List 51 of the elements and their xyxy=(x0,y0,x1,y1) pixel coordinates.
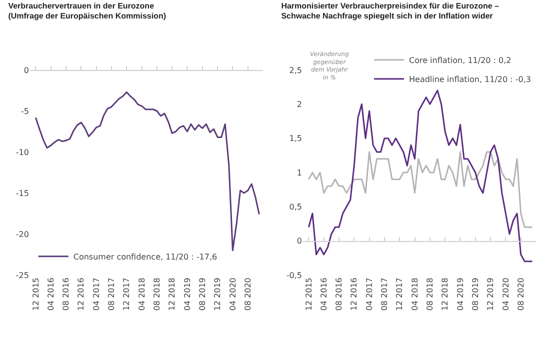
legend-label: Core inflation, 11/20 : 0,2 xyxy=(409,56,512,66)
x-tick-label: 04 2017 xyxy=(92,278,101,311)
chart-title: Harmonisierter Verbraucherpreisindex für die Eurozone – Schwache Nachfrage spiegelt sich in der Inflation wider xyxy=(281,1,500,21)
line-series xyxy=(308,90,533,262)
y-tick-label: -5 xyxy=(21,106,29,116)
x-tick-label: 04 2017 xyxy=(364,278,374,311)
legend-label: Headline inflation, 11/20 : -0,3 xyxy=(409,75,531,84)
y-tick-label: -15 xyxy=(16,188,29,198)
y-tick-label: -25 xyxy=(16,270,29,280)
line-series xyxy=(308,151,533,228)
legend-label: Consumer confidence, 11/20 : -17,6 xyxy=(73,252,218,262)
x-tick-label: 04 2018 xyxy=(137,278,146,311)
y-tick-label: -10 xyxy=(16,148,29,157)
y-tick-label: 1,5 xyxy=(289,134,302,144)
x-tick-label: 12 2019 xyxy=(213,278,222,311)
x-tick-label: 12 2017 xyxy=(122,278,132,311)
x-tick-label: 04 2016 xyxy=(319,278,328,311)
x-tick-label: 08 2019 xyxy=(470,278,480,311)
y-tick-label: -20 xyxy=(16,230,29,239)
x-tick-label: 08 2020 xyxy=(243,278,252,311)
x-tick-label: 08 2017 xyxy=(380,278,390,311)
x-tick-label: 04 2020 xyxy=(228,278,238,311)
x-tick-label: 08 2016 xyxy=(334,278,344,311)
x-tick-label: 04 2016 xyxy=(46,278,56,311)
x-tick-label: 12 2017 xyxy=(395,278,404,311)
chart-title: Verbrauchervertrauen in der Eurozone (Umfrage der Europäischen Kommission) xyxy=(8,1,166,21)
x-tick-label: 12 2015 xyxy=(304,278,314,311)
x-tick-label: 04 2019 xyxy=(456,278,465,311)
y-tick-label: -0,5 xyxy=(286,270,302,280)
y-tick-label: 1 xyxy=(296,168,302,178)
x-tick-label: 04 2018 xyxy=(410,278,420,311)
x-tick-label: 12 2018 xyxy=(168,278,177,311)
y-tick-label: 0 xyxy=(24,66,29,75)
y-tick-label: 0 xyxy=(296,236,302,246)
y-tick-label: 0,5 xyxy=(289,202,302,212)
x-tick-label: 04 2020 xyxy=(501,278,510,311)
x-tick-label: 08 2020 xyxy=(516,278,526,311)
x-tick-label: 12 2016 xyxy=(350,278,359,311)
x-tick-label: 08 2018 xyxy=(152,278,162,311)
x-tick-label: 08 2017 xyxy=(107,278,116,311)
x-tick-label: 04 2019 xyxy=(182,278,192,311)
line-series xyxy=(34,91,260,252)
x-tick-label: 08 2018 xyxy=(426,278,435,311)
x-tick-label: 12 2015 xyxy=(31,278,40,311)
y-tick-label: 2,5 xyxy=(289,66,302,75)
x-tick-label: 08 2019 xyxy=(198,278,207,311)
x-tick-label: 12 2019 xyxy=(486,278,496,311)
y-tick-label: 2 xyxy=(296,100,302,109)
x-tick-label: 12 2018 xyxy=(440,278,450,311)
x-tick-label: 12 2016 xyxy=(76,278,86,311)
x-tick-label: 08 2016 xyxy=(62,278,71,311)
